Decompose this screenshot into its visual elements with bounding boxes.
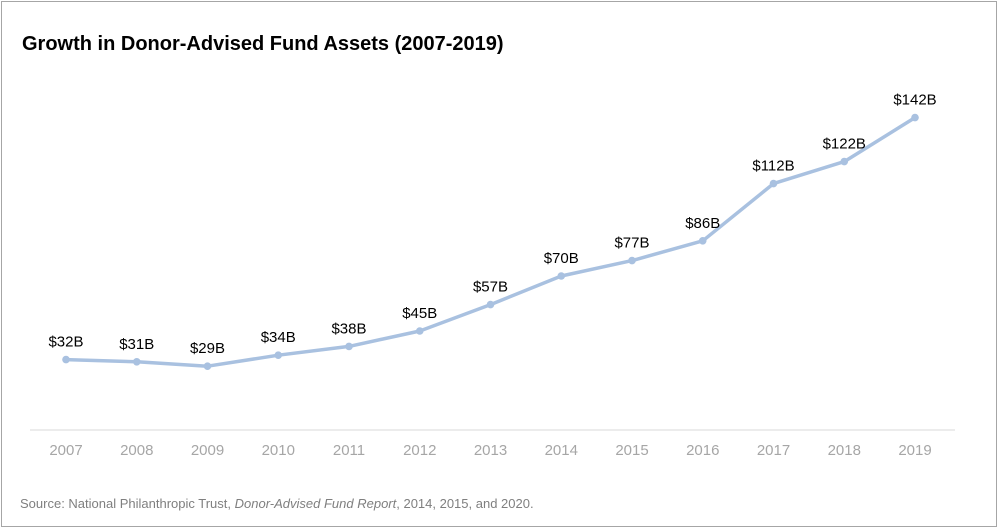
data-point [132,358,141,366]
x-tick-label: 2010 [262,442,295,459]
x-tick-label: 2015 [615,442,648,459]
data-point [274,351,283,360]
data-label: $31B [119,336,154,353]
data-point [840,157,849,166]
x-tick-label: 2011 [333,442,365,459]
data-label: $70B [544,250,579,267]
data-point [698,237,707,245]
data-point [345,342,353,351]
x-tick-label: 2012 [403,442,436,459]
data-point [62,355,70,364]
x-tick-label: 2019 [898,442,931,459]
series-line [64,115,917,368]
source-note: Source: National Philanthropic Trust, Do… [20,496,534,511]
x-tick-label: 2017 [757,442,790,459]
x-tick-label: 2016 [686,442,719,459]
data-label: $112B [752,158,794,175]
x-tick-label: 2007 [49,442,82,459]
x-tick-label: 2014 [545,442,578,459]
x-tick-label: 2008 [120,442,153,459]
data-label: $32B [48,334,83,351]
x-tick-label: 2018 [828,442,861,459]
data-label: $45B [402,305,437,322]
data-point [415,327,424,335]
data-label: $77B [614,235,649,252]
data-point [628,256,636,265]
data-label: $34B [261,329,296,346]
x-tick-label: 2009 [191,442,224,459]
data-label: $122B [823,136,866,153]
data-label: $38B [331,320,366,337]
data-label: $29B [190,340,225,357]
data-point [203,362,212,371]
data-point [557,272,566,280]
data-label: $86B [685,215,720,232]
source-suffix: , 2014, 2015, and 2020. [396,496,534,511]
data-label: $142B [893,92,936,109]
x-tick-label: 2013 [474,442,507,459]
source-report-title: Donor-Advised Fund Report [234,496,397,511]
data-point [911,113,919,122]
data-point [769,179,778,188]
data-point [486,300,495,309]
data-label: $57B [473,279,508,296]
source-prefix: Source: National Philanthropic Trust, [20,496,235,511]
chart-title: Growth in Donor-Advised Fund Assets (200… [22,33,504,55]
